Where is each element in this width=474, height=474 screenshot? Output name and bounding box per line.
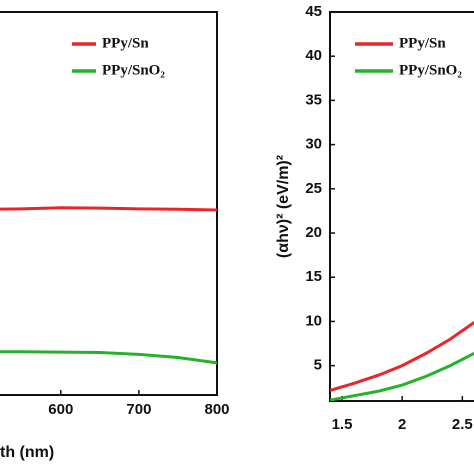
y-axis-label: (αhν)² (eV/m)² (275, 155, 292, 258)
y-tick-label: 20 (305, 224, 322, 241)
x-tick-label: 600 (48, 401, 73, 418)
axes-frame (329, 11, 474, 402)
y-tick-label: 45 (305, 3, 322, 20)
legend-label: PPy/Sn (399, 35, 446, 51)
data-line (0, 206, 217, 212)
data-line (0, 350, 217, 365)
x-axis-label: th (nm) (0, 444, 54, 461)
data-line (330, 351, 474, 401)
y-tick-label: 25 (305, 180, 322, 197)
y-tick-label: 40 (305, 47, 322, 64)
y-tick-label: 30 (305, 136, 322, 153)
x-tick-label: 800 (204, 401, 229, 418)
y-tick-label: 10 (305, 312, 322, 329)
data-line (330, 321, 474, 392)
legend-label: PPy/SnO₂ (399, 62, 462, 78)
axes-frame (0, 11, 218, 396)
x-tick-label: 700 (126, 401, 151, 418)
y-tick-label: 15 (305, 268, 322, 285)
y-tick-label: 5 (314, 357, 322, 374)
x-tick-label: 2.5 (452, 416, 473, 433)
y-tick-label: 35 (305, 91, 322, 108)
x-tick-label: 1.5 (332, 416, 353, 433)
legend-label: PPy/Sn (102, 35, 149, 51)
legend-label: PPy/SnO₂ (102, 62, 165, 78)
x-tick-label: 2 (398, 416, 406, 433)
panel: 600 700 800 th (nm) PPy/Sn PPy/SnO₂ (0, 11, 230, 461)
panel: 1.5 2 2.5 5 10 15 20 25 30 35 40 45 (αhν)² (eV/m)² PP… (275, 3, 474, 433)
